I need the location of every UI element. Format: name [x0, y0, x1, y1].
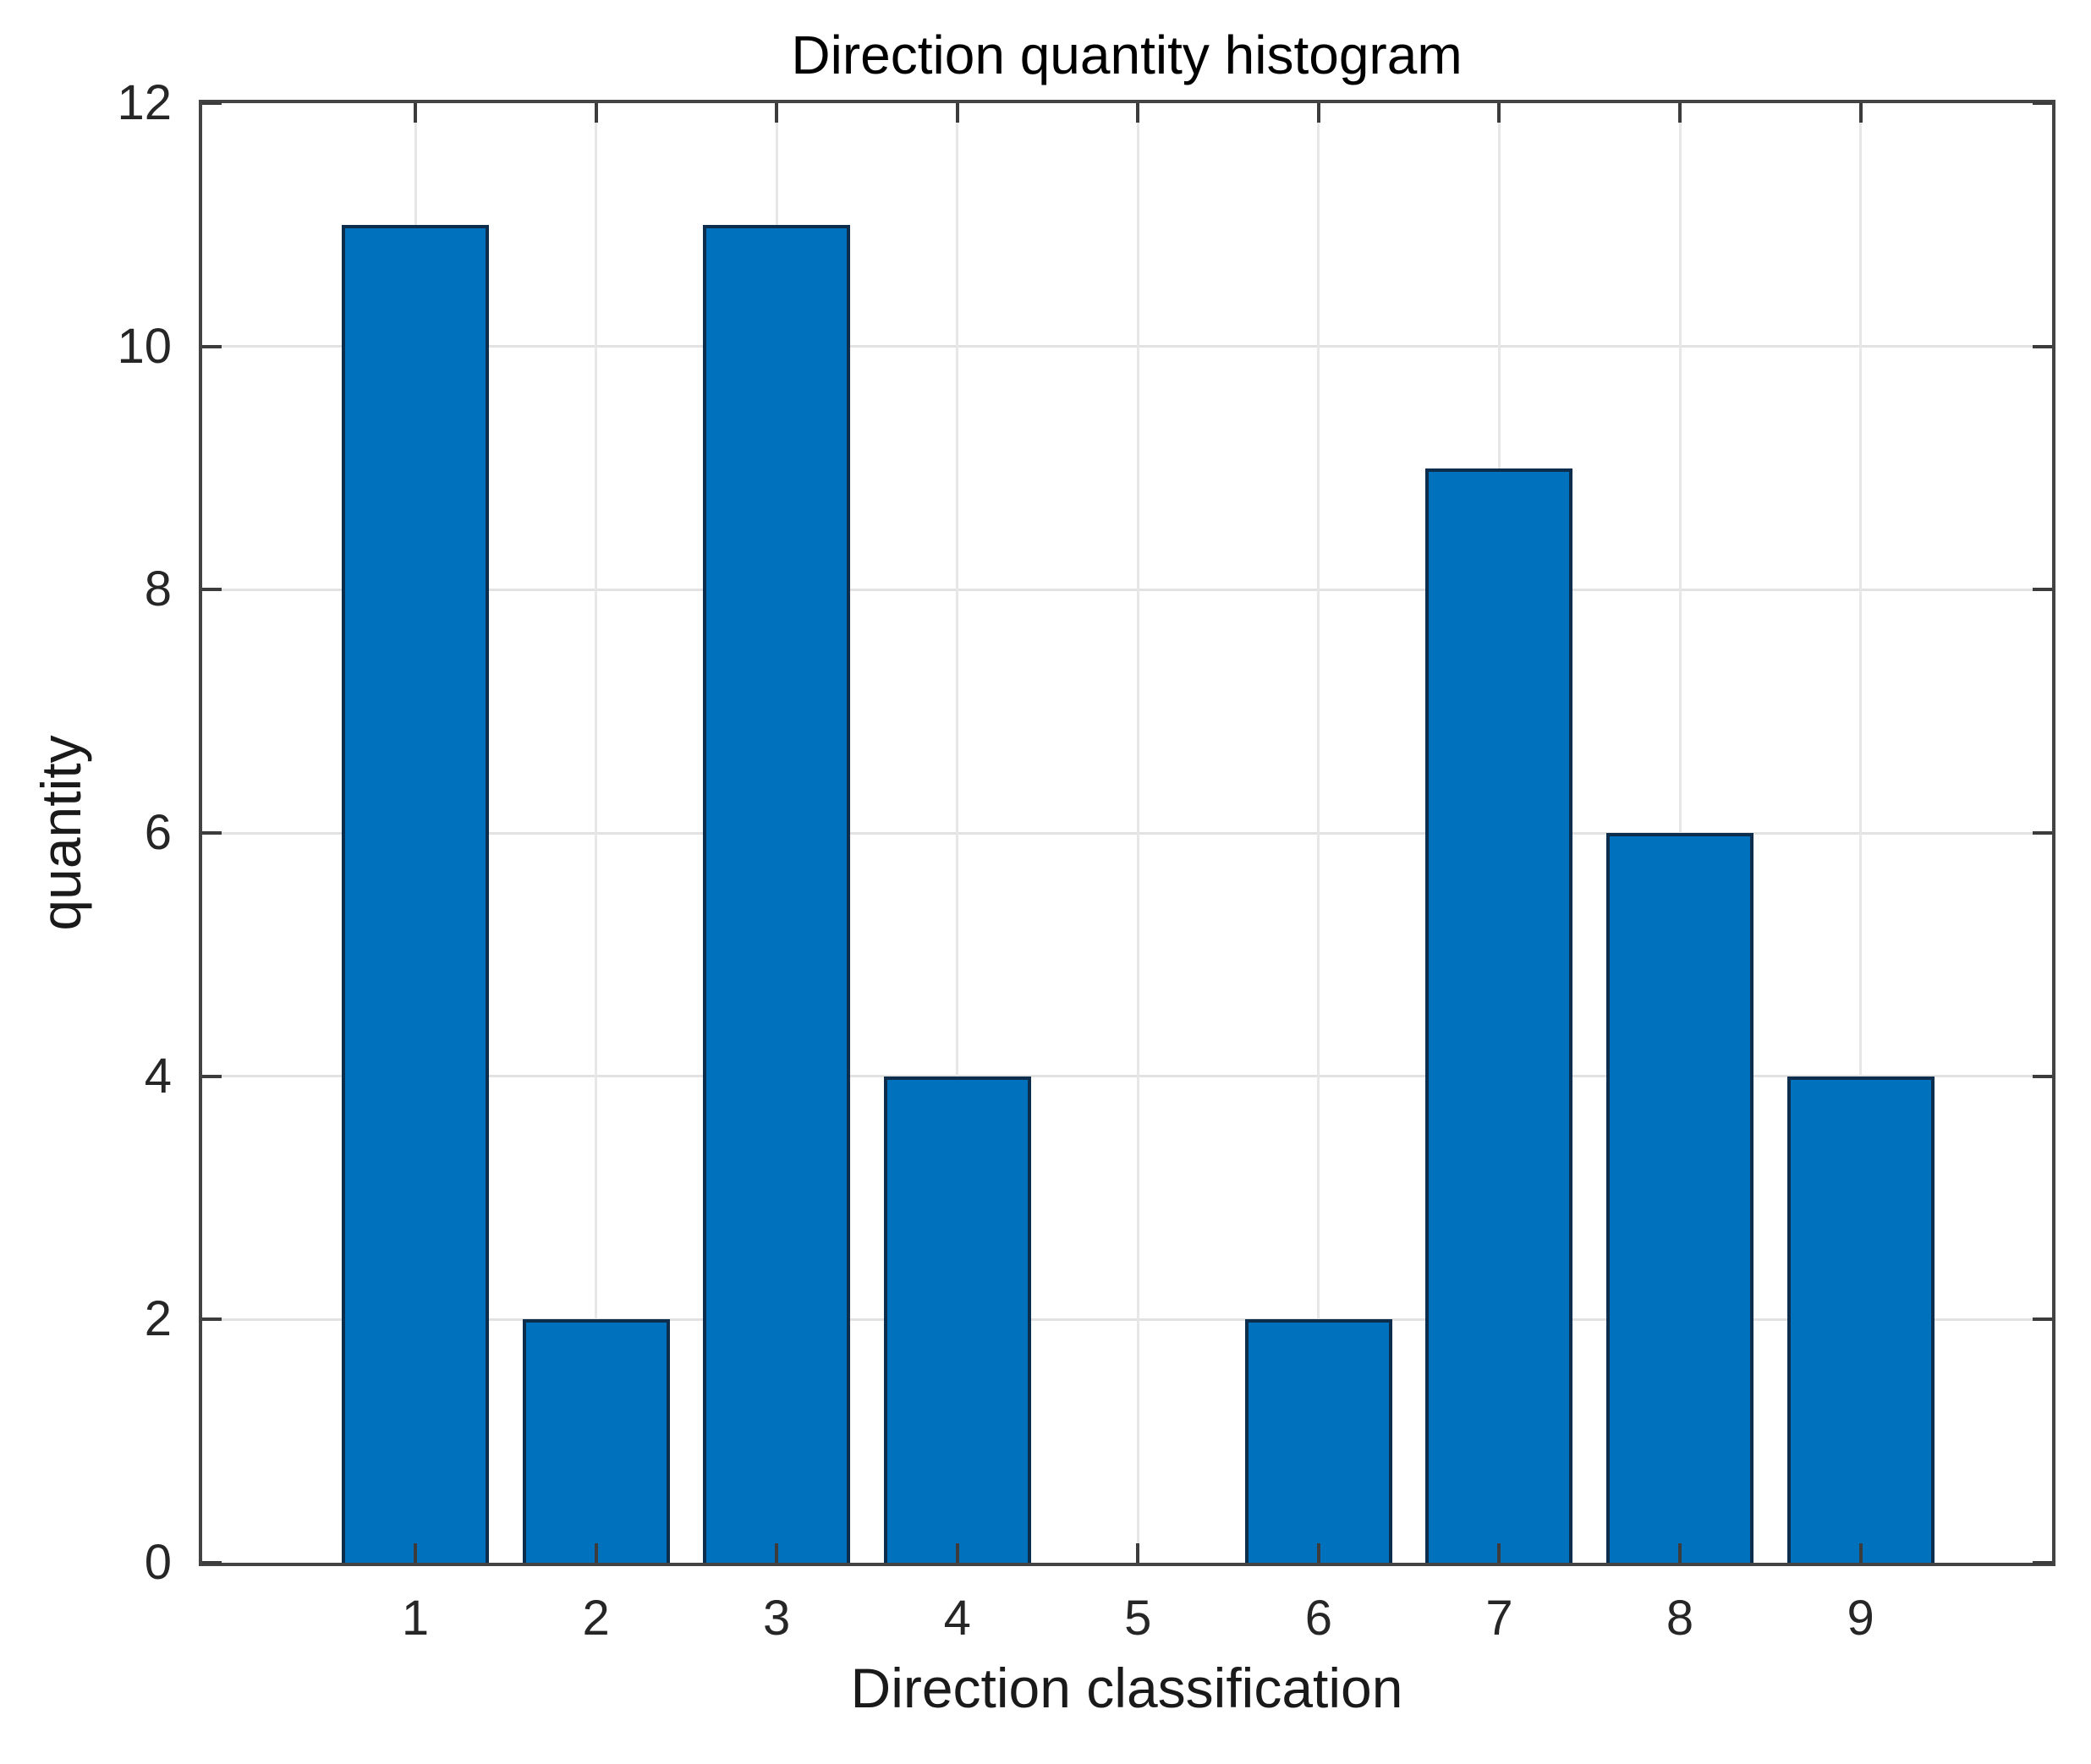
x-tick-mark — [775, 1543, 779, 1563]
bar — [1425, 468, 1573, 1563]
bar — [522, 1319, 670, 1563]
h-gridline — [202, 831, 2052, 835]
x-axis-label: Direction classification — [850, 1657, 1403, 1719]
x-tick-label: 7 — [1485, 1591, 1513, 1646]
y-tick-mark — [202, 831, 222, 835]
x-tick-mark — [955, 1543, 959, 1563]
h-gridline — [202, 1075, 2052, 1078]
x-tick-label: 5 — [1124, 1591, 1152, 1646]
x-tick-label: 9 — [1847, 1591, 1874, 1646]
x-tick-label: 2 — [582, 1591, 610, 1646]
y-tick-mark-right — [2033, 1318, 2052, 1322]
x-tick-label: 6 — [1304, 1591, 1332, 1646]
bar — [1606, 833, 1754, 1563]
y-tick-mark-right — [2033, 831, 2052, 835]
bar — [1786, 1076, 1935, 1563]
chart-title: Direction quantity histogram — [791, 25, 1463, 85]
y-tick-mark-right — [2033, 588, 2052, 592]
bar — [883, 1076, 1031, 1563]
x-tick-label: 3 — [763, 1591, 791, 1646]
y-tick-mark-right — [2033, 101, 2052, 105]
x-tick-mark-top — [1316, 103, 1320, 123]
y-tick-mark-right — [2033, 1561, 2052, 1564]
x-tick-mark-top — [414, 103, 418, 123]
x-tick-label: 1 — [401, 1591, 430, 1646]
y-tick-label: 4 — [144, 1048, 172, 1104]
x-tick-mark — [1316, 1543, 1320, 1563]
v-gridline — [1317, 103, 1320, 1563]
h-gridline — [202, 588, 2052, 591]
x-tick-mark — [1136, 1543, 1140, 1563]
x-tick-mark-top — [594, 103, 598, 123]
y-tick-mark — [202, 344, 222, 348]
x-tick-mark — [1858, 1543, 1863, 1563]
v-gridline — [1136, 103, 1139, 1563]
y-tick-label: 12 — [117, 75, 172, 130]
y-tick-mark — [202, 1074, 222, 1078]
bar — [342, 224, 490, 1563]
bar — [703, 224, 851, 1563]
x-tick-mark — [1678, 1543, 1682, 1563]
x-tick-mark-top — [1858, 103, 1863, 123]
x-tick-mark-top — [1136, 103, 1140, 123]
y-tick-label: 2 — [144, 1291, 172, 1347]
h-gridline — [202, 345, 2052, 348]
y-tick-mark — [202, 1561, 222, 1564]
x-tick-mark — [414, 1543, 418, 1563]
v-gridline — [956, 103, 959, 1563]
x-tick-mark-top — [775, 103, 779, 123]
v-gridline — [1859, 103, 1863, 1563]
x-tick-mark-top — [955, 103, 959, 123]
y-tick-label: 10 — [117, 318, 172, 374]
plot-area — [199, 100, 2055, 1566]
v-gridline — [595, 103, 598, 1563]
x-tick-label: 8 — [1666, 1591, 1694, 1646]
h-gridline — [202, 1318, 2052, 1321]
y-tick-label: 0 — [144, 1535, 172, 1590]
x-tick-mark — [594, 1543, 598, 1563]
bar — [1244, 1319, 1392, 1563]
x-tick-label: 4 — [943, 1591, 971, 1646]
y-tick-mark-right — [2033, 344, 2052, 348]
x-tick-mark-top — [1678, 103, 1682, 123]
y-tick-mark — [202, 1318, 222, 1322]
y-tick-mark — [202, 588, 222, 592]
x-tick-mark — [1497, 1543, 1501, 1563]
x-tick-mark-top — [1497, 103, 1501, 123]
y-tick-mark — [202, 101, 222, 105]
y-tick-label: 8 — [144, 562, 172, 617]
y-tick-label: 6 — [144, 805, 172, 860]
y-tick-mark-right — [2033, 1074, 2052, 1078]
